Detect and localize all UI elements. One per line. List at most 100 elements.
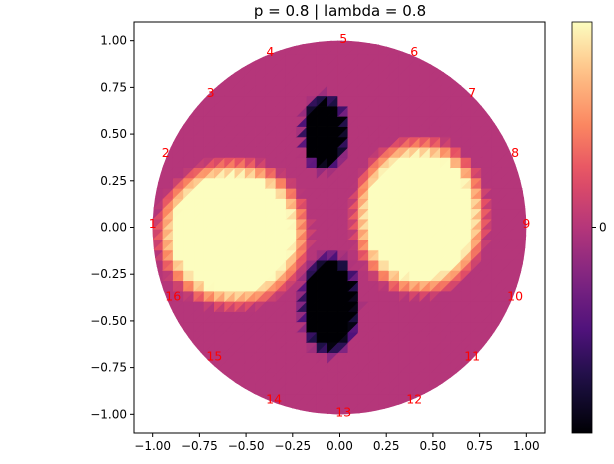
mesh-cell <box>512 126 524 138</box>
mesh-cell <box>234 383 246 395</box>
mesh-cell <box>254 403 267 415</box>
mesh-cell <box>223 382 236 395</box>
mesh-cell <box>522 229 527 241</box>
mesh-cell <box>285 413 297 415</box>
mesh-cell <box>429 393 442 405</box>
x-tick-label: 0.50 <box>420 439 447 453</box>
mesh-cell <box>378 414 390 415</box>
mesh-cell <box>152 197 153 210</box>
electrode-label: 13 <box>335 404 351 419</box>
mesh-cell <box>522 239 527 251</box>
x-axis: −1.00 −0.75 −0.50 −0.25 0.00 0.25 0.50 0.75 1.00 <box>134 433 540 453</box>
mesh-cell <box>172 341 184 353</box>
y-tick-label: 1.00 <box>100 34 127 48</box>
mesh-cell <box>522 167 527 179</box>
mesh-cell <box>152 270 154 282</box>
mesh-cell <box>193 362 205 374</box>
mesh-cell <box>234 393 246 405</box>
mesh-cell <box>306 414 318 415</box>
mesh-cell <box>429 383 442 395</box>
electrode-label: 11 <box>464 348 480 363</box>
mesh-cell <box>522 218 527 231</box>
mesh-cell <box>285 414 298 415</box>
mesh-cell <box>481 352 493 364</box>
mesh-cell <box>449 382 462 395</box>
mesh-cell <box>408 40 421 45</box>
mesh-cell <box>398 40 411 46</box>
y-tick-label: 0.00 <box>100 221 127 235</box>
mesh-cell <box>213 382 225 395</box>
mesh-cell <box>522 270 527 282</box>
mesh-cell <box>491 95 503 107</box>
electrode-label: 12 <box>406 391 422 406</box>
mesh-cell <box>297 24 307 34</box>
mesh-cell <box>152 280 153 292</box>
mesh-cell <box>223 64 236 76</box>
mesh-cell <box>491 105 503 117</box>
mesh-cell <box>460 362 472 374</box>
mesh-cell <box>522 177 527 189</box>
mesh-cell <box>203 362 216 374</box>
mesh-cell <box>244 53 256 66</box>
mesh-cell <box>182 105 195 117</box>
mesh-cell <box>152 166 153 179</box>
mesh-cell <box>348 24 358 34</box>
mesh-cell <box>491 116 503 128</box>
mesh-cell <box>501 125 513 138</box>
electrode-label: 16 <box>165 289 181 304</box>
mesh-cell <box>234 53 246 66</box>
mesh-cell <box>419 44 431 56</box>
mesh-cell <box>275 414 287 415</box>
x-tick-label: −0.50 <box>228 439 265 453</box>
mesh-cell <box>522 249 527 261</box>
mesh-cell <box>440 54 452 66</box>
mesh-cell <box>491 331 503 344</box>
mesh-cell <box>152 187 153 199</box>
mesh-cell <box>182 84 195 97</box>
x-tick-label: 1.00 <box>513 439 540 453</box>
mesh-cell <box>521 177 527 189</box>
mesh-cell <box>152 177 154 189</box>
mesh-cell <box>152 249 154 261</box>
mesh-cell <box>193 84 205 97</box>
chart-title: p = 0.8 | lambda = 0.8 <box>254 2 426 20</box>
mesh-cell <box>214 372 226 385</box>
mesh-cell <box>501 116 514 128</box>
mesh-cell <box>450 372 462 385</box>
mesh-cell <box>285 40 298 46</box>
mesh-cell <box>358 24 368 34</box>
mesh-cell <box>533 240 543 250</box>
mesh-cell <box>429 393 441 405</box>
y-tick-label: 0.75 <box>100 80 127 94</box>
mesh-cell <box>244 393 257 405</box>
electrode-label: 15 <box>206 348 222 363</box>
electrode-label: 10 <box>507 289 523 304</box>
y-tick-label: 0.50 <box>100 127 127 141</box>
mesh-cell <box>152 290 164 303</box>
mesh-cell <box>316 414 329 415</box>
mesh-cell <box>440 383 452 395</box>
mesh-cell <box>522 208 527 220</box>
y-tick-label: 0.25 <box>100 174 127 188</box>
mesh-cell <box>264 40 277 45</box>
mesh-cell <box>429 53 441 66</box>
mesh-cell <box>388 403 401 415</box>
mesh-cell <box>152 238 153 251</box>
colorbar-ticks: 0 <box>592 221 607 235</box>
mesh-cell <box>521 166 527 179</box>
x-tick-label: −1.00 <box>134 439 171 453</box>
y-tick-label: −0.25 <box>90 267 127 281</box>
mesh-cell <box>183 352 195 364</box>
mesh-cell <box>152 167 154 179</box>
electrode-label: 14 <box>266 391 282 406</box>
mesh-cell <box>295 413 308 415</box>
mesh-cell <box>255 44 267 56</box>
y-tick-label: −0.50 <box>90 314 127 328</box>
mesh-cell <box>152 249 153 261</box>
mesh-cell <box>533 229 543 239</box>
mesh-cell <box>214 64 226 76</box>
colorbar-tick-label: 0 <box>599 221 607 235</box>
mesh-cell <box>234 54 246 66</box>
electrode-label: 5 <box>339 31 347 46</box>
